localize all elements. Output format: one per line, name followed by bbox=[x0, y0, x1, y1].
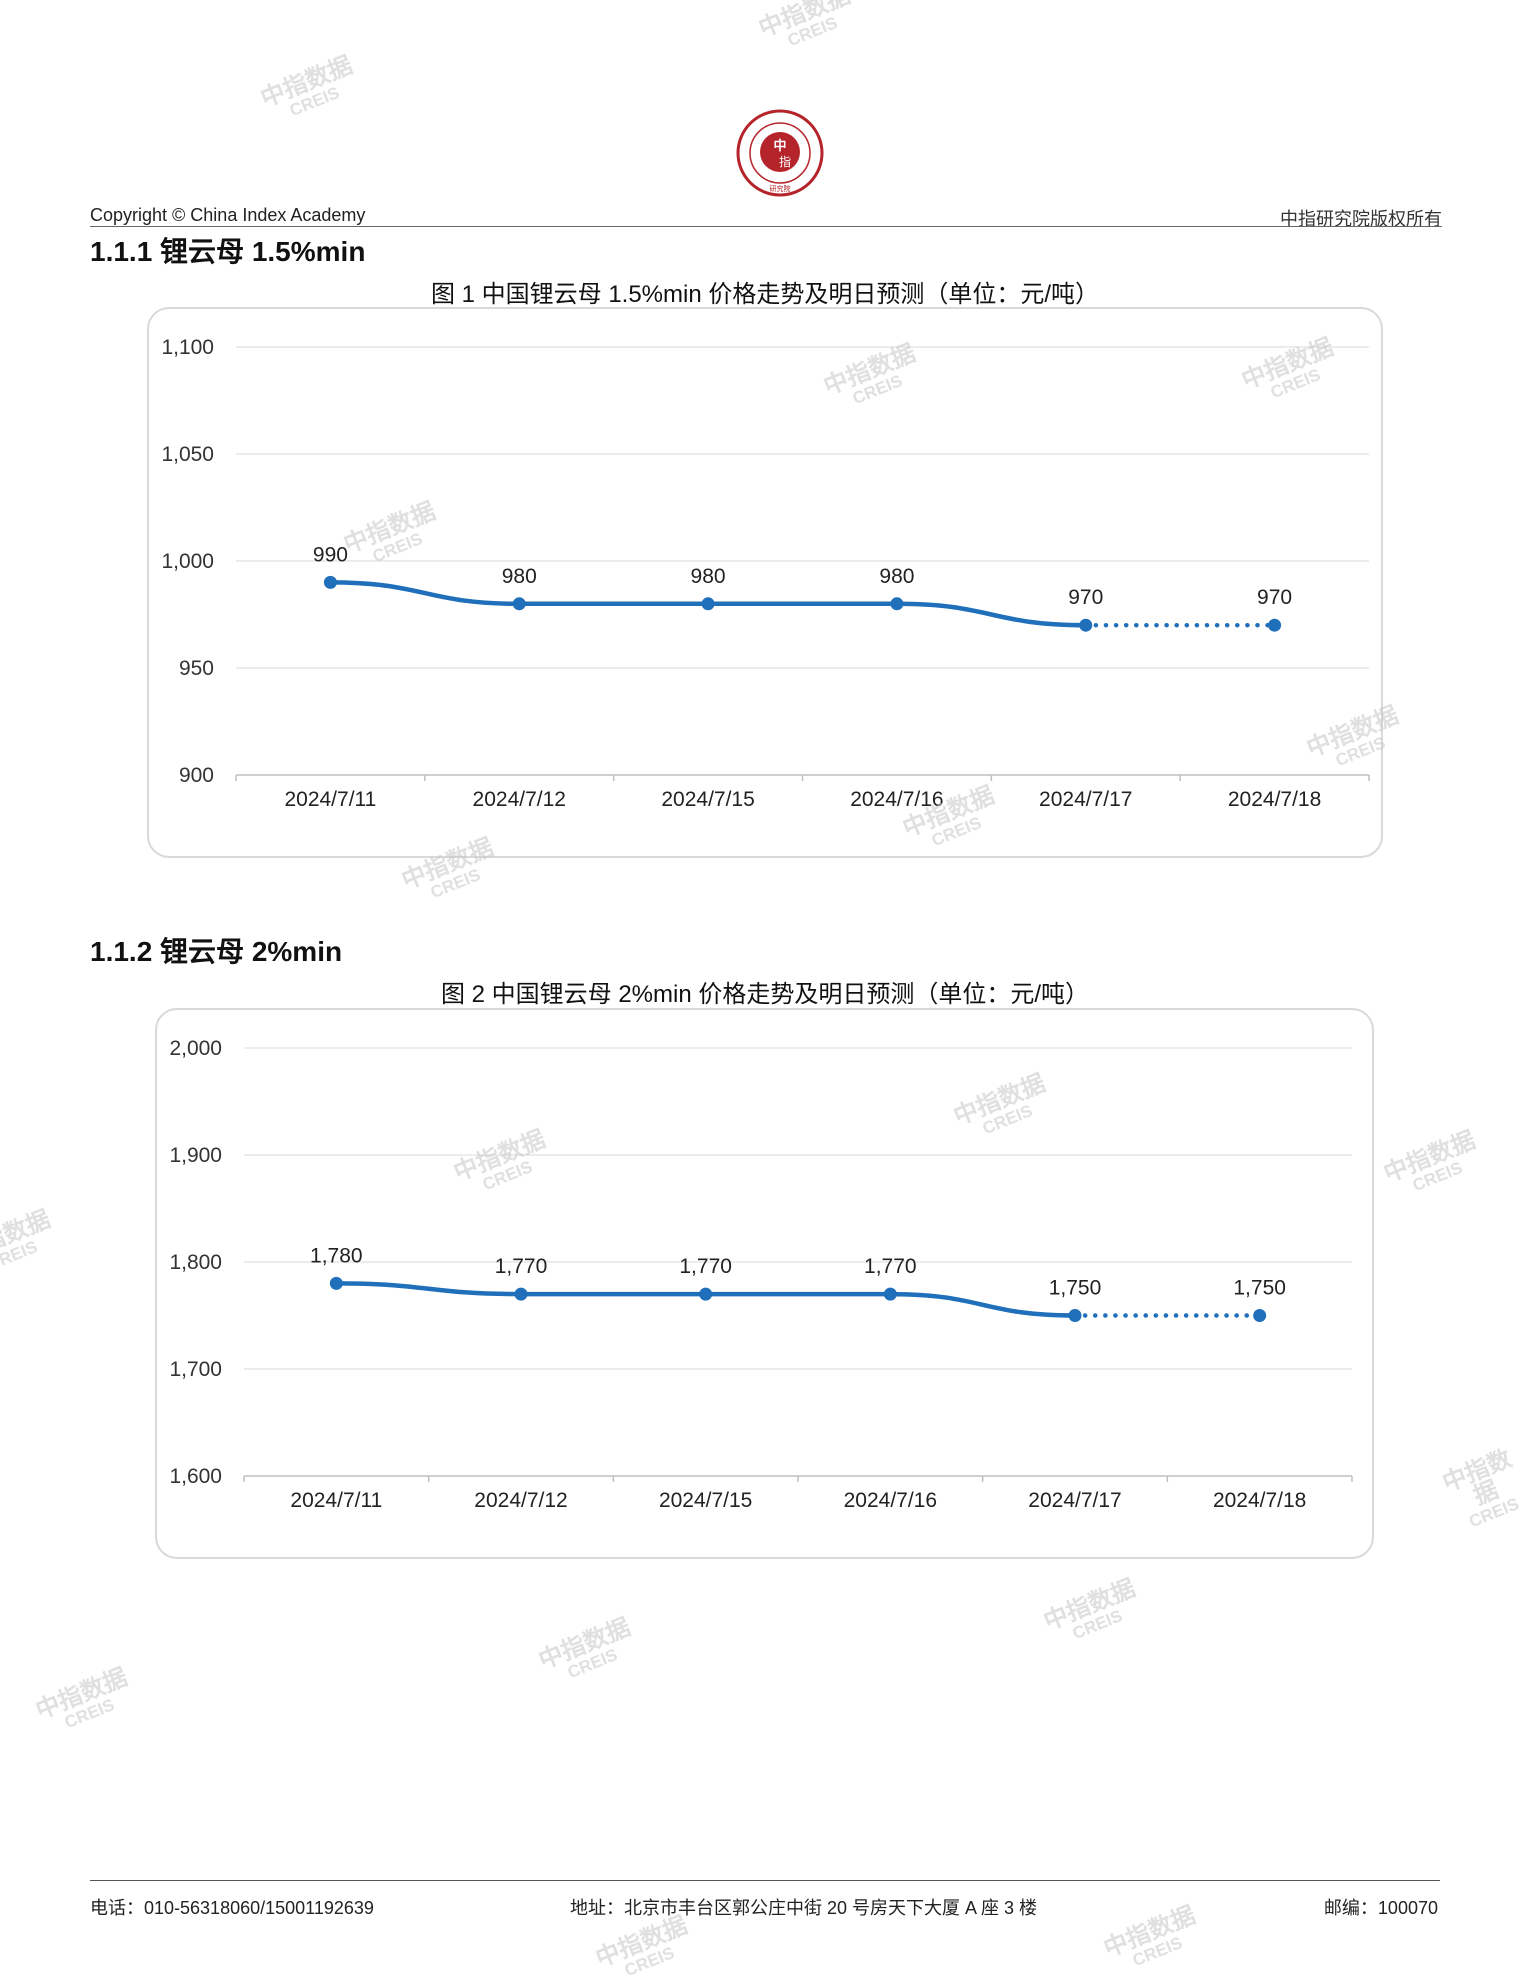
x-tick-label: 2024/7/11 bbox=[290, 1489, 382, 1512]
watermark: 中指数据 CREIS bbox=[1380, 1126, 1480, 1196]
header-divider bbox=[90, 226, 1442, 227]
data-label: 1,770 bbox=[864, 1255, 917, 1278]
data-label: 1,770 bbox=[495, 1255, 548, 1278]
logo-center-bottom: 指 bbox=[779, 154, 791, 169]
data-point bbox=[1068, 1309, 1082, 1322]
data-label: 1,750 bbox=[1049, 1277, 1102, 1300]
logo-center-top: 中 bbox=[773, 138, 786, 154]
chart-1-svg: 1,100 1,050 1,000 950 900 2024/7/11 2024/7/12 2… bbox=[161, 336, 1370, 811]
data-point bbox=[514, 1287, 528, 1301]
section-heading-1: 1.1.1 锂云母 1.5%min bbox=[90, 236, 366, 267]
footer-divider bbox=[90, 1880, 1440, 1881]
copyright-text: Copyright © China Index Academy bbox=[90, 205, 366, 225]
y-tick-label: 900 bbox=[179, 764, 214, 787]
data-point bbox=[329, 1276, 343, 1290]
watermark: 中指数据 CREIS bbox=[592, 1911, 692, 1981]
y-tick-label: 1,600 bbox=[169, 1465, 222, 1488]
watermark: 中指数据 CREIS bbox=[1040, 1574, 1140, 1644]
data-point bbox=[890, 597, 904, 611]
data-label: 980 bbox=[879, 565, 914, 588]
y-tick-label: 1,700 bbox=[169, 1358, 222, 1381]
x-tick-label: 2024/7/18 bbox=[1213, 1489, 1306, 1512]
section-heading-2: 1.1.2 锂云母 2%min bbox=[90, 936, 343, 967]
data-label: 970 bbox=[1068, 586, 1103, 609]
china-index-academy-logo: 中 指 研究院 bbox=[736, 109, 824, 197]
data-label: 1,770 bbox=[679, 1255, 732, 1278]
data-label: 990 bbox=[313, 543, 348, 566]
x-tick-label: 2024/7/11 bbox=[284, 788, 376, 811]
watermark: 中指数据 CREIS bbox=[1100, 1901, 1200, 1971]
watermark: 中指数据 CREIS bbox=[755, 0, 855, 51]
x-tick-label: 2024/7/18 bbox=[1228, 788, 1321, 811]
data-point bbox=[1253, 1309, 1267, 1322]
data-point bbox=[323, 575, 337, 589]
rights-text: 中指研究院版权所有 bbox=[1280, 209, 1442, 229]
data-point bbox=[883, 1287, 897, 1301]
footer-phone: 电话：010-56318060/15001192639 bbox=[90, 1898, 374, 1918]
data-point bbox=[1268, 618, 1282, 632]
watermark: 中指数据 CREIS bbox=[257, 51, 357, 121]
data-point bbox=[1079, 618, 1093, 632]
y-tick-label: 1,900 bbox=[169, 1144, 222, 1167]
watermark: 中指数据 CREIS bbox=[535, 1613, 635, 1683]
chart-2: 2,000 1,900 1,800 1,700 1,600 2024/7/11 2024/7… bbox=[155, 1008, 1374, 1559]
x-tick-label: 2024/7/16 bbox=[844, 1489, 937, 1512]
y-tick-label: 2,000 bbox=[169, 1037, 222, 1060]
data-point bbox=[699, 1287, 713, 1301]
x-tick-label: 2024/7/15 bbox=[659, 1489, 752, 1512]
y-tick-label: 950 bbox=[179, 657, 214, 680]
data-label: 970 bbox=[1257, 586, 1292, 609]
chart-1: 1,100 1,050 1,000 950 900 2024/7/11 2024/7/12 2… bbox=[147, 307, 1383, 858]
data-label: 1,780 bbox=[310, 1244, 363, 1267]
chart-2-svg: 2,000 1,900 1,800 1,700 1,600 2024/7/11 2024/7… bbox=[169, 1037, 1353, 1512]
x-tick-label: 2024/7/17 bbox=[1039, 788, 1132, 811]
footer-address: 地址：北京市丰台区郭公庄中街 20 号房天下大厦 A 座 3 楼 bbox=[570, 1898, 1038, 1918]
figure-title-1: 图 1 中国锂云母 1.5%min 价格走势及明日预测（单位：元/吨） bbox=[430, 281, 1100, 308]
x-tick-label: 2024/7/17 bbox=[1028, 1489, 1121, 1512]
y-tick-label: 1,000 bbox=[161, 550, 214, 573]
y-tick-label: 1,100 bbox=[161, 336, 214, 359]
watermark: 中指数据 CREIS bbox=[1438, 1445, 1522, 1532]
y-tick-label: 1,800 bbox=[169, 1251, 222, 1274]
watermark: 中指数据 CREIS bbox=[32, 1663, 132, 1733]
x-tick-label: 2024/7/12 bbox=[473, 788, 566, 811]
data-point bbox=[701, 597, 715, 611]
x-tick-label: 2024/7/16 bbox=[850, 788, 943, 811]
x-tick-label: 2024/7/15 bbox=[661, 788, 754, 811]
watermark: 中指数据 CREIS bbox=[0, 1205, 55, 1275]
data-label: 1,750 bbox=[1233, 1277, 1286, 1300]
data-label: 980 bbox=[502, 565, 537, 588]
logo-bottom-text: 研究院 bbox=[770, 184, 791, 193]
data-point bbox=[512, 597, 526, 611]
y-tick-label: 1,050 bbox=[161, 443, 214, 466]
footer-postcode: 邮编：100070 bbox=[1323, 1898, 1438, 1918]
figure-title-2: 图 2 中国锂云母 2%min 价格走势及明日预测（单位：元/吨） bbox=[440, 981, 1090, 1008]
x-tick-label: 2024/7/12 bbox=[474, 1489, 567, 1512]
data-label: 980 bbox=[691, 565, 726, 588]
